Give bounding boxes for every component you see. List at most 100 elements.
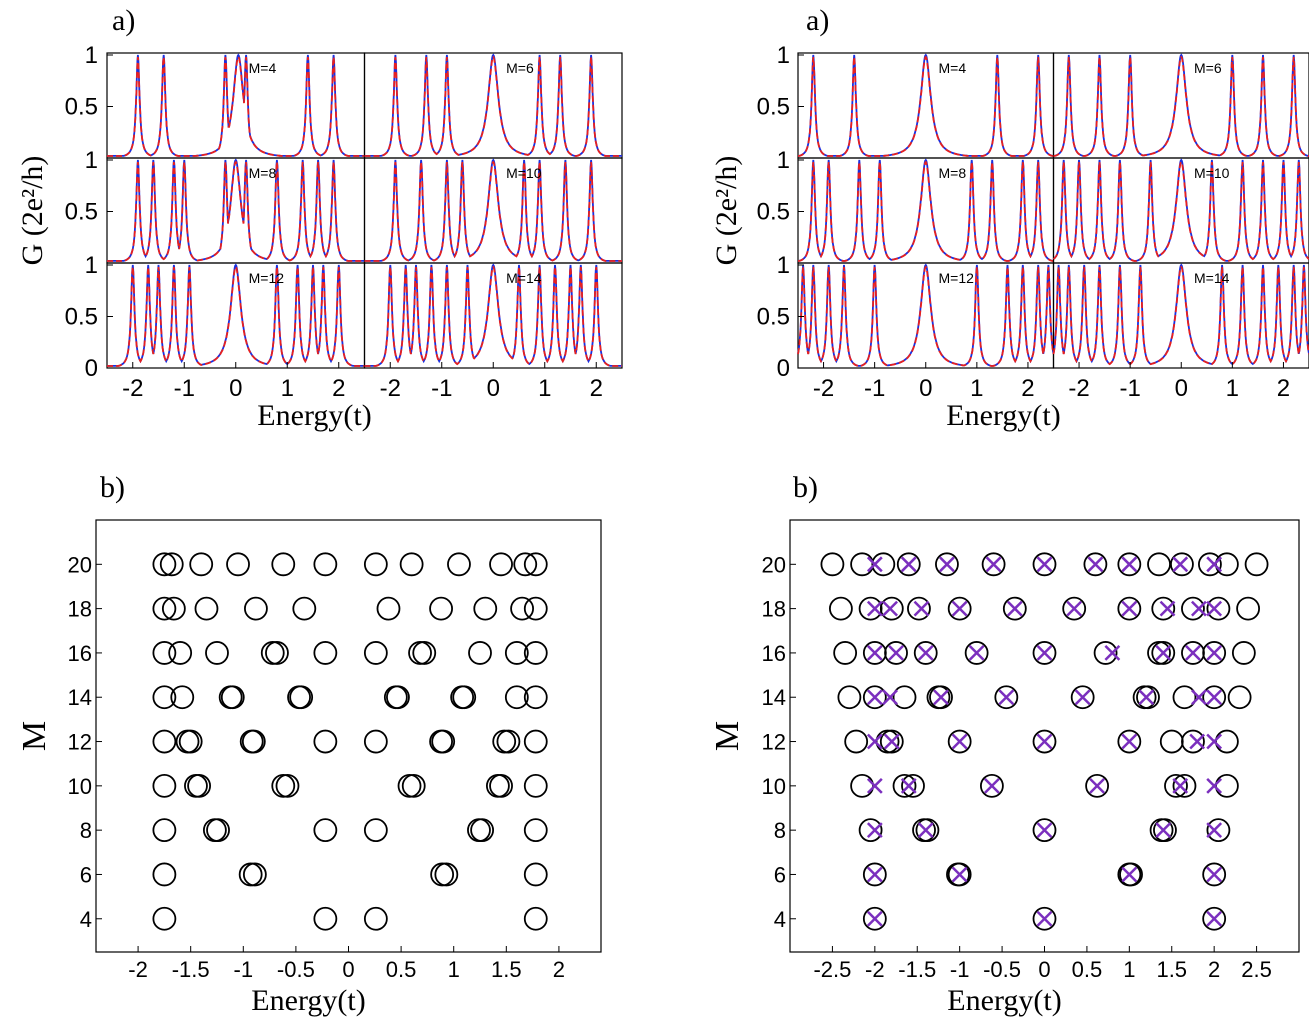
subplot-label: M=4 — [249, 60, 277, 76]
circle-marker — [1119, 862, 1143, 887]
circle-marker — [489, 773, 513, 798]
cross-marker — [968, 645, 985, 661]
cross-stroke — [1074, 689, 1091, 706]
circle-marker — [1117, 729, 1142, 754]
circle-marker — [1117, 596, 1142, 621]
circle-marker — [862, 906, 887, 931]
circle-marker — [447, 552, 471, 577]
cross-stroke — [913, 600, 930, 617]
subplot-frame — [1052, 157, 1309, 264]
circle-marker — [241, 729, 266, 754]
circle-marker — [242, 862, 267, 887]
circle-marker — [1147, 641, 1171, 665]
circle-marker — [452, 685, 477, 710]
circle-marker — [915, 818, 940, 843]
x-tick-label: -1.5 — [898, 957, 936, 982]
circle-marker — [523, 641, 548, 665]
circle-marker — [1214, 729, 1239, 754]
cross-stroke — [888, 645, 904, 661]
circle-marker — [383, 685, 408, 710]
circle-marker — [397, 773, 422, 798]
circle-marker — [152, 906, 177, 931]
x-tick-label: 0 — [342, 957, 354, 982]
cross-marker — [866, 822, 883, 839]
circle-marker — [1206, 596, 1231, 621]
x-tick-label: 2.5 — [1241, 957, 1272, 982]
y-tick-label: 14 — [762, 685, 786, 710]
circle-marker — [376, 596, 401, 621]
cross-marker — [1206, 822, 1223, 839]
cross-marker — [882, 689, 898, 706]
x-tick-label: -1 — [234, 957, 254, 982]
subplot-label: M=6 — [506, 60, 534, 76]
cross-marker — [998, 689, 1015, 706]
series-red-curve — [798, 160, 1054, 262]
circle-marker — [820, 552, 845, 577]
x-tick-label: 2 — [1021, 375, 1034, 402]
circle-marker — [862, 862, 887, 887]
circle-marker — [1002, 596, 1027, 621]
cross-stroke — [951, 733, 968, 750]
circle-marker — [837, 685, 862, 710]
cross-marker — [1089, 777, 1105, 794]
panel-label: a) — [806, 4, 829, 37]
panel-label: a) — [112, 4, 135, 37]
y-axis-label: M — [16, 721, 53, 751]
cross-marker — [917, 645, 934, 661]
subplot-frame — [1052, 262, 1309, 369]
x-tick-label: 1 — [1226, 375, 1239, 402]
circle-marker — [523, 862, 548, 887]
panel-top-left: a) M=4 M=6 M=8 M=10 M=12 M=14 0.5 1 0.5 1 0 0.5 1 -2 -1… — [16, 4, 623, 432]
subplot-frame — [363, 52, 623, 159]
subplot-m10: M=10 — [363, 157, 623, 264]
y-tick-label: 14 — [68, 685, 92, 710]
cross-stroke — [1036, 910, 1053, 927]
circle-marker — [152, 685, 177, 710]
circle-marker — [884, 641, 908, 665]
circle-marker — [313, 906, 338, 931]
circle-marker — [829, 596, 853, 621]
cross-stroke — [1206, 689, 1223, 706]
circle-marker — [1032, 552, 1057, 577]
series-red-curve — [364, 265, 622, 367]
cross-stroke — [1155, 822, 1172, 839]
y-tick-label: 1 — [85, 147, 98, 174]
circle-marker — [152, 641, 177, 665]
cross-stroke — [1206, 645, 1223, 661]
x-tick-label: 1 — [538, 375, 551, 402]
subplot-m14: M=14 — [363, 262, 623, 369]
circle-marker — [152, 729, 177, 754]
cross-marker — [1206, 866, 1223, 883]
cross-marker — [1206, 556, 1223, 573]
circle-marker — [399, 552, 424, 577]
circle-marker — [1244, 552, 1269, 577]
x-tick-label: -2 — [128, 957, 148, 982]
y-tick-label: 0.5 — [65, 304, 98, 331]
circle-marker — [981, 552, 1006, 577]
cross-marker — [1066, 600, 1083, 617]
cross-marker — [1121, 600, 1138, 617]
subplot-frame — [797, 52, 1055, 159]
circle-marker — [226, 552, 250, 577]
cross-marker — [1189, 733, 1206, 750]
subplot-label: M=14 — [506, 270, 542, 286]
x-tick-label: -0.5 — [277, 957, 315, 982]
circle-marker — [152, 596, 177, 621]
x-axis-label: Energy(t) — [946, 399, 1060, 432]
x-tick-label: -1 — [174, 375, 195, 402]
cross-marker — [1104, 645, 1121, 661]
circle-marker — [1151, 641, 1176, 665]
cross-marker — [1191, 689, 1207, 706]
subplot-m6: M=6 — [1052, 52, 1309, 159]
circle-marker — [386, 685, 410, 710]
circle-marker — [287, 685, 311, 710]
cross-stroke — [1006, 600, 1023, 617]
circle-marker — [1147, 552, 1171, 577]
x-tick-label: 2 — [332, 375, 345, 402]
cross-marker — [866, 689, 883, 706]
cross-marker — [1206, 689, 1223, 706]
circle-marker — [1231, 641, 1256, 665]
subplot-frame — [797, 157, 1055, 264]
x-tick-label: 1.5 — [1156, 957, 1187, 982]
circle-marker — [489, 552, 513, 577]
